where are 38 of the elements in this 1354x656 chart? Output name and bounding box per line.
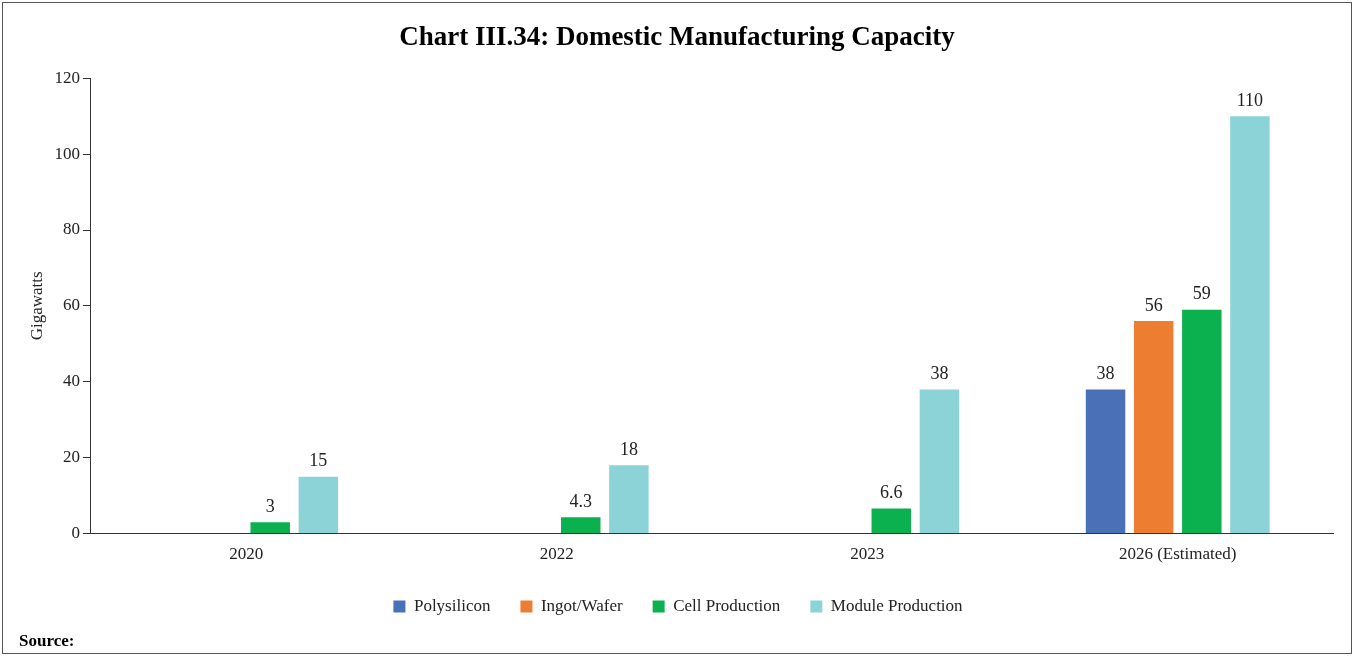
- bar: [609, 465, 649, 534]
- legend-label: Polysilicon: [413, 595, 491, 615]
- data-label: 110: [1236, 89, 1264, 110]
- y-tick-label: 0: [71, 523, 80, 543]
- x-tick-label: 2020: [229, 544, 264, 564]
- bar: [561, 517, 601, 534]
- bar: [871, 508, 912, 534]
- bar: [250, 522, 290, 534]
- legend-label: Module Production: [830, 595, 964, 615]
- legend-label: Ingot/Wafer: [540, 595, 623, 615]
- y-axis-title: Gigawatts: [26, 271, 46, 341]
- y-tick-label: 40: [62, 371, 80, 391]
- x-tick-label: 2022: [539, 544, 574, 564]
- bar: [1085, 389, 1126, 534]
- bar: [1230, 116, 1270, 534]
- legend-label: Cell Production: [673, 595, 781, 615]
- x-tick-label: 2026 (Estimated): [1118, 544, 1237, 564]
- data-label: 18: [619, 439, 638, 460]
- chart-title: Chart III.34: Domestic Manufacturing Capacity: [398, 21, 956, 52]
- data-label: 4.3: [569, 491, 592, 512]
- y-tick-label: 120: [54, 67, 80, 87]
- data-label: 38: [1096, 363, 1115, 384]
- y-tick-label: 100: [54, 143, 80, 163]
- bar: [1182, 309, 1222, 534]
- data-label: 6.6: [880, 482, 903, 503]
- data-label: 3: [265, 495, 275, 516]
- source-note: Source:: [19, 631, 75, 650]
- data-label: 15: [309, 450, 328, 471]
- y-tick-label: 20: [62, 447, 80, 467]
- bar: [298, 476, 339, 534]
- bar: [919, 389, 960, 534]
- data-label: 56: [1144, 294, 1163, 315]
- data-label: 59: [1192, 283, 1211, 304]
- bar: [1133, 321, 1174, 534]
- x-tick-label: 2023: [850, 544, 885, 564]
- y-tick-label: 60: [62, 295, 80, 315]
- data-label: 38: [930, 363, 949, 384]
- y-tick-label: 80: [62, 219, 80, 239]
